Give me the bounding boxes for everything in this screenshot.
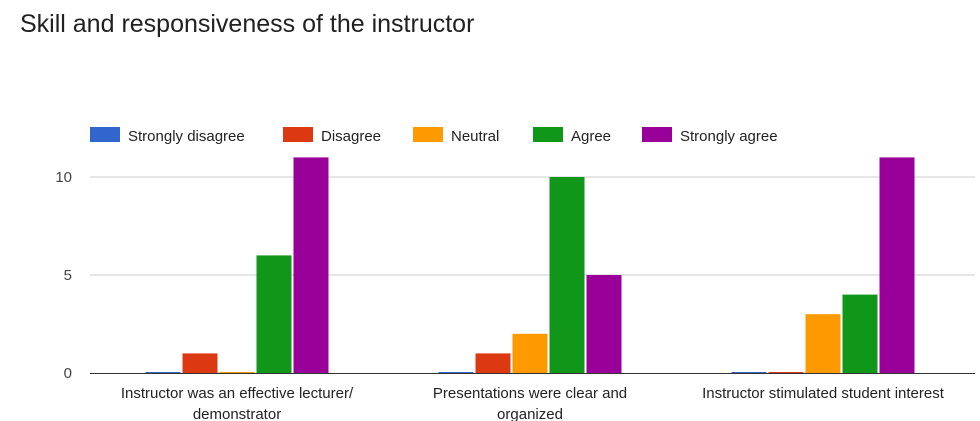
- bar: [256, 255, 292, 373]
- legend-swatch: [642, 127, 672, 142]
- category-label: Presentations were clear and: [433, 385, 627, 402]
- bar: [438, 372, 474, 373]
- bars: [145, 157, 915, 373]
- legend: Strongly disagree Disagree Neutral Agree Str…: [90, 127, 778, 145]
- y-tick-label: 0: [64, 365, 72, 382]
- bar: [512, 333, 548, 373]
- bar: [549, 177, 585, 373]
- bar: [219, 372, 255, 373]
- legend-label: Agree: [571, 128, 611, 145]
- bar: [768, 372, 804, 373]
- y-tick-label: 10: [55, 169, 72, 186]
- legend-label: Disagree: [321, 128, 381, 145]
- legend-label: Strongly disagree: [128, 128, 245, 145]
- bar: [879, 157, 915, 373]
- category-label: Instructor stimulated student interest: [702, 385, 945, 402]
- bar: [805, 314, 841, 373]
- grid-lines: [90, 176, 975, 276]
- legend-swatch: [283, 127, 313, 142]
- legend-swatch: [413, 127, 443, 142]
- category-label: Instructor was an effective lecturer/: [121, 385, 354, 402]
- chart-title: Skill and responsiveness of the instruct…: [20, 10, 475, 38]
- legend-label: Strongly agree: [680, 128, 778, 145]
- bar: [182, 353, 218, 373]
- category-label: demonstrator: [193, 406, 281, 421]
- category-label: organized: [497, 406, 563, 421]
- legend-swatch: [90, 127, 120, 142]
- bar: [293, 157, 329, 373]
- y-tick-label: 5: [64, 267, 72, 284]
- bar: [842, 294, 878, 373]
- legend-swatch: [533, 127, 563, 142]
- axis: 0 5 10 Instructor was an effective lecturer…: [55, 169, 975, 421]
- bar: [475, 353, 511, 373]
- bar: [586, 275, 622, 373]
- legend-label: Neutral: [451, 128, 499, 145]
- bar: [145, 372, 181, 373]
- bar: [731, 372, 767, 373]
